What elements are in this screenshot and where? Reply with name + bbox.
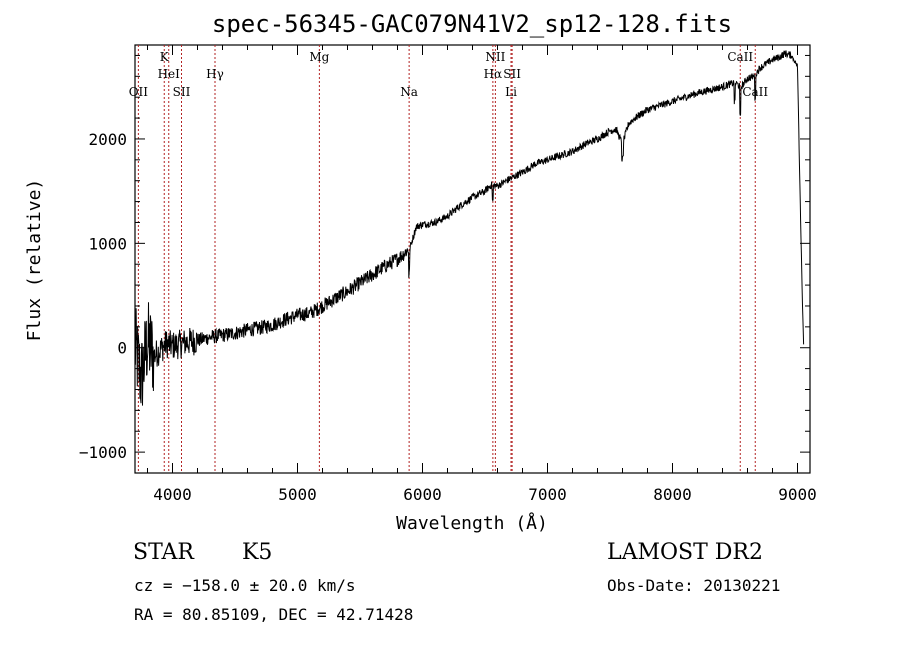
spectral-line-label: SII — [173, 85, 191, 99]
spectrum-line — [134, 50, 805, 406]
spectral-line-label: HeI — [158, 67, 181, 81]
x-axis-ticks: 4000 5000 6000 7000 8000 9000 — [147, 45, 817, 504]
spectral-line-label: Li — [505, 85, 517, 99]
spectral-line-label: SII — [503, 67, 521, 81]
spectral-line-label: OII — [129, 85, 149, 99]
x-tick-label: 4000 — [153, 485, 192, 504]
object-subclass: K5 — [242, 540, 273, 565]
y-axis-label: Flux (relative) — [24, 179, 45, 342]
x-tick-label: 7000 — [528, 485, 567, 504]
x-axis-label: Wavelength (Å) — [396, 512, 548, 534]
object-class: STAR — [133, 540, 194, 565]
spectral-line-label: K — [160, 50, 170, 64]
y-tick-label: 2000 — [88, 130, 127, 149]
x-tick-label: 6000 — [403, 485, 442, 504]
y-tick-label: 0 — [117, 339, 127, 358]
obs-date: Obs-Date: 20130221 — [607, 576, 781, 595]
x-tick-label: 5000 — [278, 485, 317, 504]
spectral-line-label: Na — [400, 85, 418, 99]
plot-frame — [134, 44, 811, 474]
chart-title: spec-56345-GAC079N41V2_sp12-128.fits — [212, 10, 732, 38]
survey-name: LAMOST DR2 — [607, 540, 763, 565]
spectral-line-label: Hγ — [206, 67, 224, 81]
spectral-line-label: CaII — [727, 50, 753, 64]
spectral-line-markers — [137, 45, 756, 473]
y-axis-ticks: −1000 0 1000 2000 — [79, 54, 810, 474]
cz-value: cz = −158.0 ± 20.0 km/s — [134, 576, 356, 595]
y-tick-label: −1000 — [79, 443, 127, 462]
x-tick-label: 9000 — [778, 485, 817, 504]
spectral-line-label: Hα — [484, 67, 503, 81]
spectral-line-label: NII — [485, 50, 505, 64]
y-tick-label: 1000 — [88, 234, 127, 253]
spectral-line-label: Mg — [309, 50, 329, 64]
x-tick-label: 8000 — [653, 485, 692, 504]
coordinates: RA = 80.85109, DEC = 42.71428 — [134, 605, 414, 624]
